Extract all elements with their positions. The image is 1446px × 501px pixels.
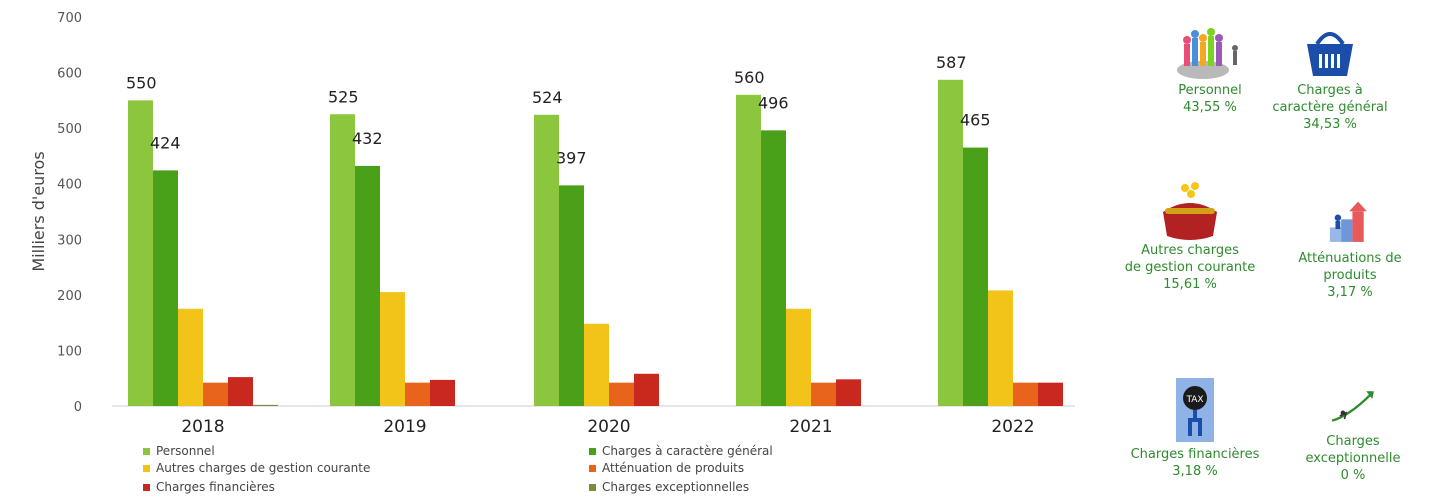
tax-ball-chain-icon: TAX: [1176, 378, 1214, 442]
y-tick-label: 0: [74, 400, 82, 415]
bar: [938, 79, 963, 406]
data-label: 560: [734, 68, 765, 87]
legend-label: Personnel: [156, 444, 215, 458]
bar: [736, 94, 761, 407]
breakdown-percent: 43,55 %: [1183, 100, 1237, 115]
breakdown-label: Autres charges de gestion courante: [1124, 243, 1256, 275]
legend-swatch: [143, 464, 150, 472]
legend-label: Charges exceptionnelles: [602, 480, 750, 494]
legend-item: Charges à caractère général: [589, 444, 773, 458]
legend-label: Autres charges de gestion courante: [156, 461, 371, 475]
y-axis-label: Milliers d'euros: [29, 151, 48, 271]
bar: [430, 379, 455, 406]
legend-label: Charges à caractère général: [602, 444, 773, 458]
legend-item: Charges exceptionnelles: [589, 480, 749, 494]
bar: [761, 130, 786, 406]
legend-swatch: [143, 483, 150, 491]
breakdown-percent: 3,17 %: [1327, 285, 1373, 300]
svg-text:TAX: TAX: [1185, 395, 1203, 405]
bar-chart: 0 100 200 300 400 500 600 700 Milliers d'euros 55…: [29, 11, 1075, 437]
legend-label: Atténuation de produits: [602, 461, 745, 475]
trending-arrow-icon: [1331, 391, 1374, 422]
bar: [609, 382, 634, 406]
y-tick-label: 700: [57, 11, 82, 26]
legend-swatch: [589, 483, 596, 491]
y-tick-label: 200: [57, 289, 82, 304]
legend-swatch: [589, 464, 596, 472]
bar: [203, 382, 228, 406]
bar: [405, 382, 430, 406]
breakdown-label: Personnel: [1178, 83, 1242, 98]
data-label: 550: [126, 73, 157, 92]
breakdown-percent: 3,18 %: [1172, 464, 1218, 479]
breakdown-label: Charges exceptionnelle: [1305, 434, 1401, 466]
bar: [836, 379, 861, 406]
bar: [634, 373, 659, 406]
bar: [228, 377, 253, 406]
rising-steps-icon: [1329, 201, 1367, 242]
y-tick-label: 600: [57, 67, 82, 82]
y-tick-label: 100: [57, 344, 82, 359]
breakdown-card-charges-financieres: TAX Charges financières 3,18 %: [1110, 372, 1280, 480]
purse-coins-icon: [1163, 182, 1217, 240]
breakdown-card-charges-exceptionnelles: Charges exceptionnelle 0 %: [1268, 385, 1438, 484]
data-label: 496: [758, 93, 789, 112]
data-label: 525: [328, 87, 359, 106]
breakdown-card-attenuations: Atténuations de produits 3,17 %: [1265, 200, 1435, 301]
breakdown-label: Charges financières: [1130, 447, 1260, 462]
x-tick-label: 2019: [383, 417, 426, 437]
breakdown-card-charges-generales: Charges à caractère général 34,53 %: [1245, 20, 1415, 133]
x-tick-label: 2021: [789, 417, 832, 437]
legend-item: Personnel: [143, 444, 215, 458]
people-crowd-icon: [1177, 28, 1238, 79]
y-tick-label: 500: [57, 122, 82, 137]
bar: [128, 100, 153, 406]
bar: [380, 292, 405, 406]
breakdown-percent: 15,61 %: [1163, 277, 1217, 292]
bar: [811, 382, 836, 406]
legend-swatch: [143, 447, 150, 455]
bar: [786, 308, 811, 406]
bar: [1038, 382, 1063, 406]
data-label: 524: [532, 88, 563, 107]
bar: [178, 308, 203, 406]
breakdown-label: Atténuations de produits: [1298, 251, 1402, 283]
x-tick-label: 2022: [991, 417, 1034, 437]
legend-item: Atténuation de produits: [589, 461, 744, 475]
data-label: 432: [352, 129, 383, 148]
legend-item: Charges financières: [143, 480, 275, 494]
bar: [153, 170, 178, 406]
y-tick-label: 400: [57, 178, 82, 193]
breakdown-card-autres-charges: Autres charges de gestion courante 15,61…: [1105, 180, 1275, 293]
bar: [534, 114, 559, 406]
bar: [963, 147, 988, 407]
legend-item: Autres charges de gestion courante: [143, 461, 370, 475]
bar: [559, 185, 584, 406]
breakdown-percent: 34,53 %: [1303, 117, 1357, 132]
x-tick-label: 2018: [181, 417, 224, 437]
x-tick-label: 2020: [587, 417, 630, 437]
bar: [355, 165, 380, 406]
y-tick-label: 300: [57, 233, 82, 248]
bar: [584, 323, 609, 406]
data-label: 397: [556, 148, 587, 167]
bar: [988, 290, 1013, 406]
breakdown-label: Charges à caractère général: [1272, 83, 1388, 115]
bar: [330, 114, 355, 406]
breakdown-percent: 0 %: [1340, 468, 1366, 483]
shopping-basket-icon: [1307, 32, 1353, 76]
bar: [1013, 382, 1038, 406]
legend-swatch: [589, 447, 596, 455]
data-label: 424: [150, 133, 181, 152]
legend-label: Charges financières: [156, 480, 275, 494]
data-label: 587: [936, 53, 967, 72]
data-label: 465: [960, 111, 991, 130]
breakdown-card-personnel: Personnel 43,55 %: [1125, 20, 1295, 116]
bar: [253, 404, 278, 406]
